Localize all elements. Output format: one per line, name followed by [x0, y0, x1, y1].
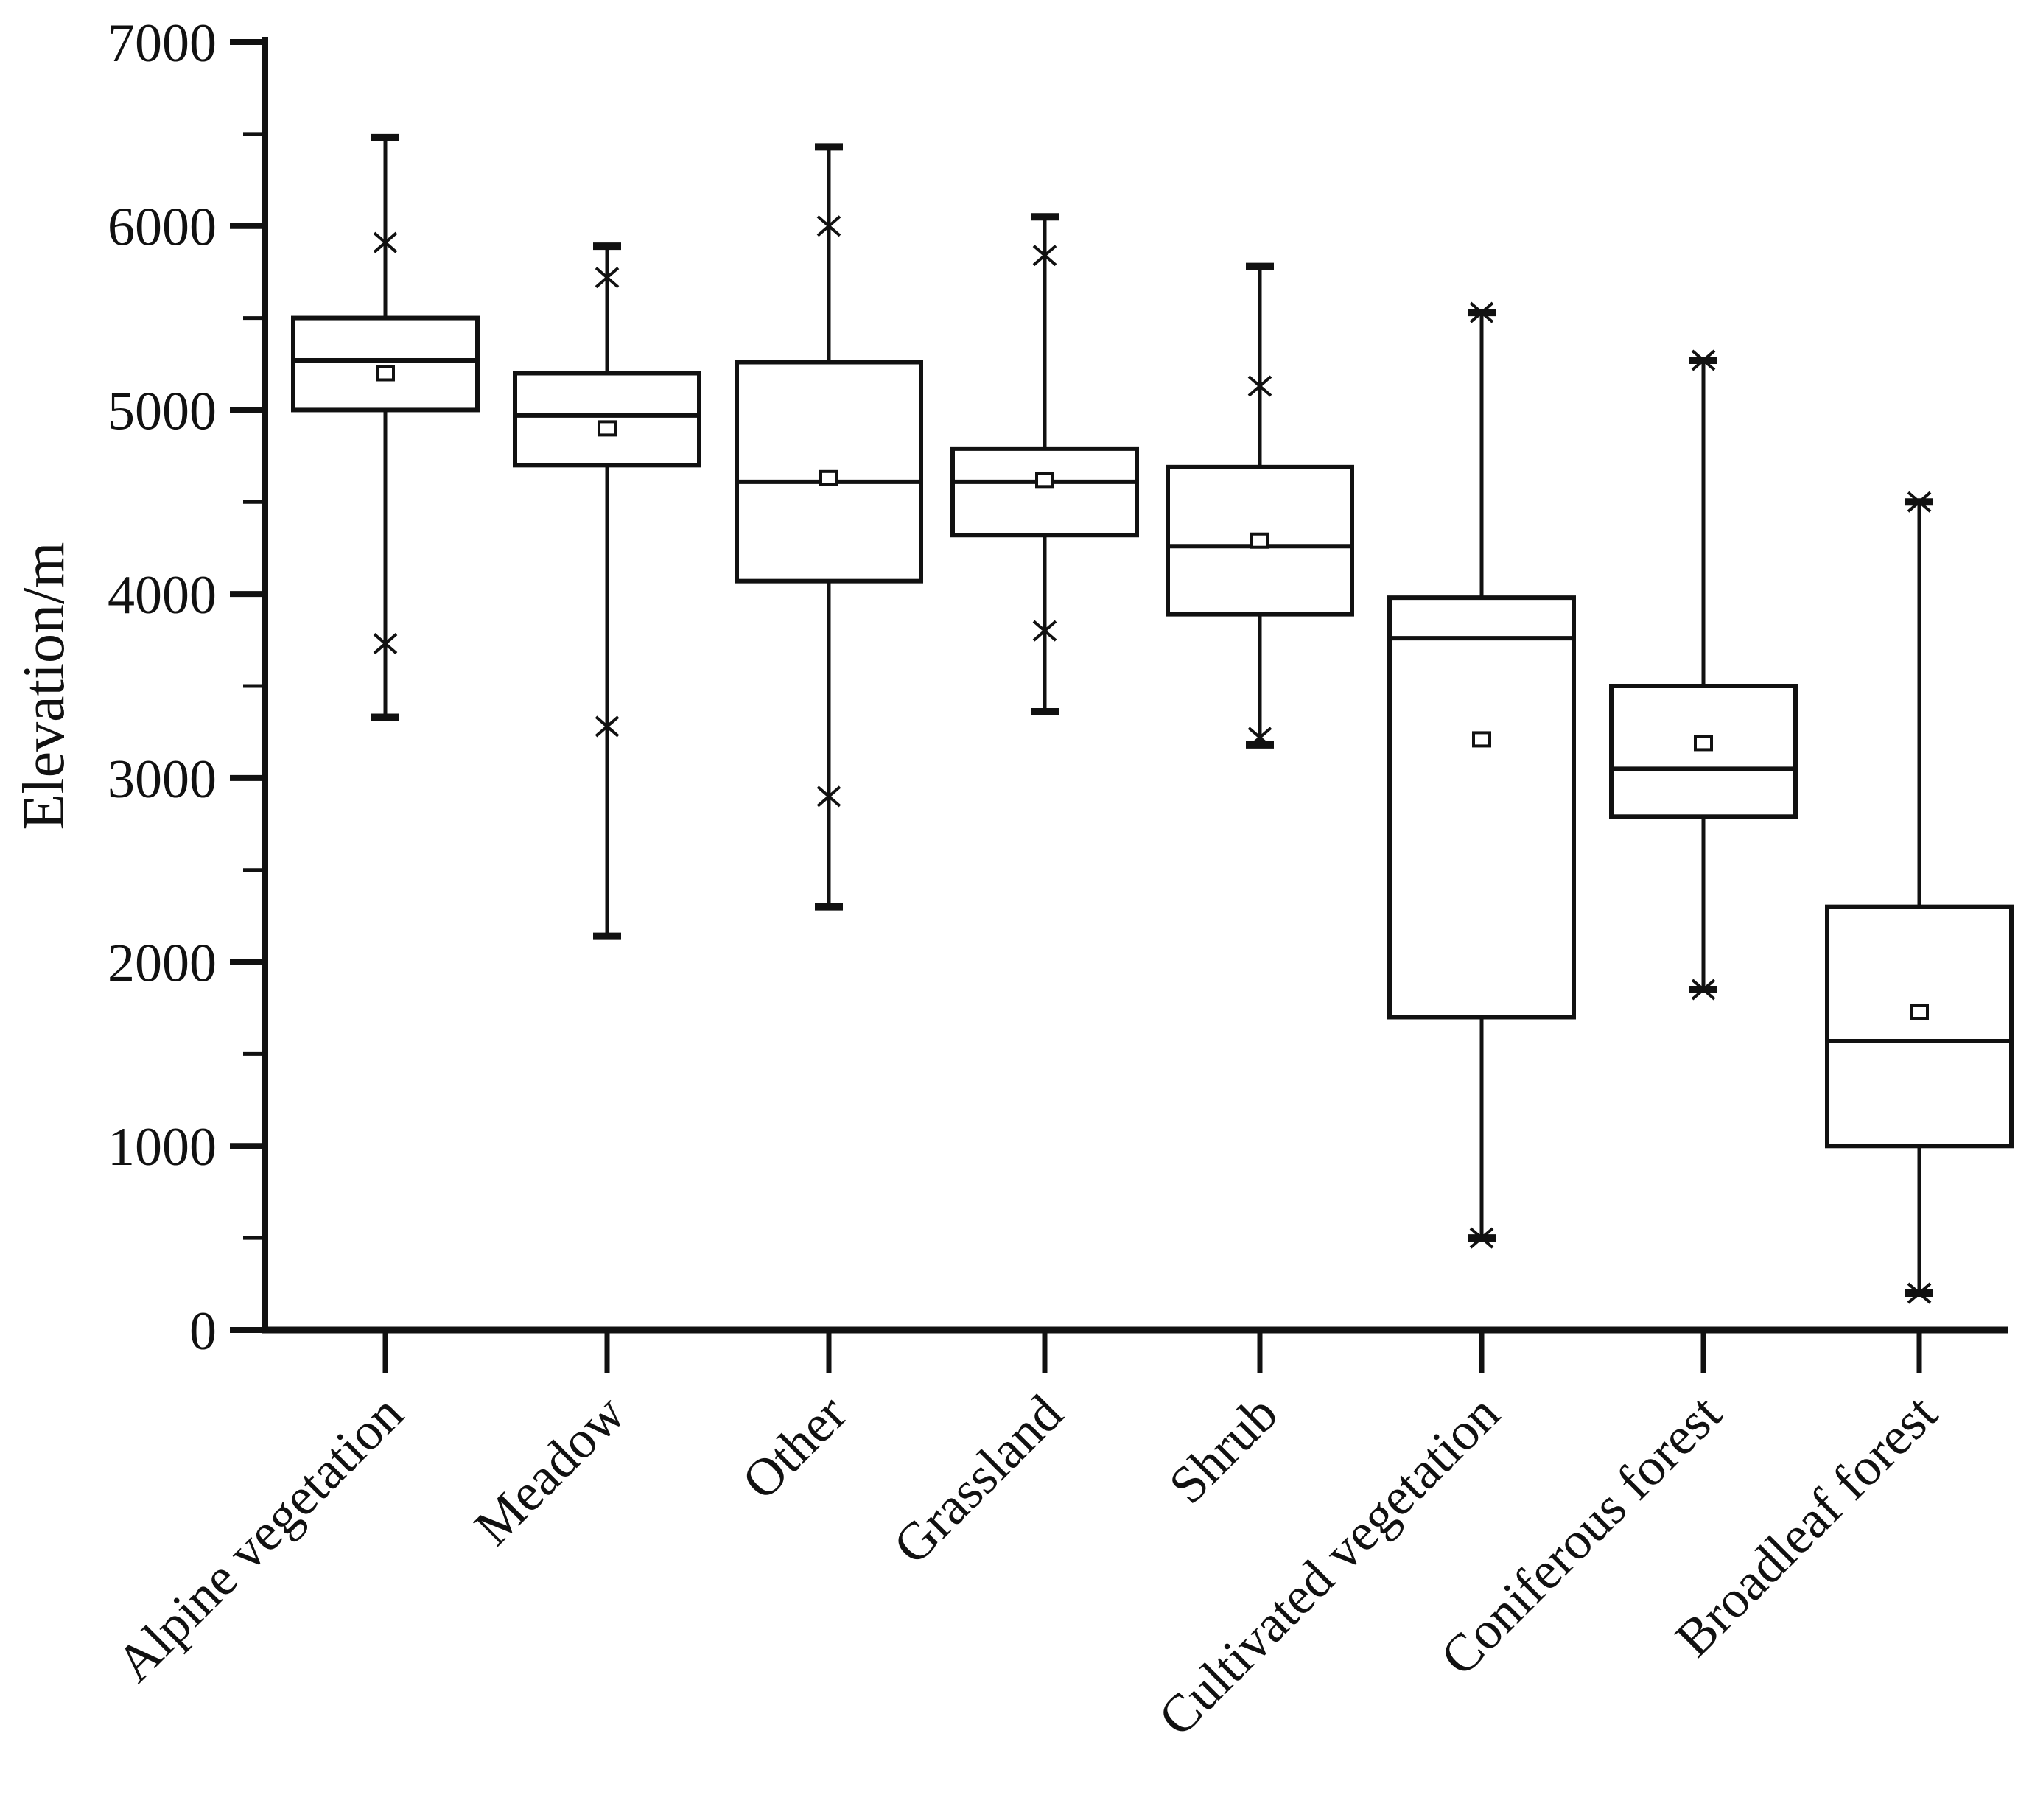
iqr-box	[1609, 684, 1798, 819]
iqr-box	[1387, 595, 1576, 1020]
lower-x-marker	[816, 785, 841, 808]
y-tick-label: 0	[189, 1301, 217, 1362]
y-tick-label: 6000	[108, 197, 217, 258]
mean-marker	[1250, 532, 1269, 549]
mean-marker	[1472, 731, 1491, 748]
lower-x-marker	[1907, 1282, 1932, 1304]
iqr-box	[291, 315, 480, 413]
y-tick-label: 4000	[108, 565, 217, 626]
mean-marker	[598, 420, 617, 437]
box-group-shrub	[1166, 262, 1354, 749]
y-tick-label: 7000	[108, 13, 217, 74]
box-group-coniferous-forest	[1609, 349, 1798, 1001]
upper-x-marker	[1469, 301, 1494, 323]
category-label: Grassland	[882, 1384, 1073, 1575]
mean-marker	[819, 469, 838, 486]
mean-marker	[1694, 735, 1713, 752]
y-tick-label: 3000	[108, 749, 217, 810]
category-label: Other	[731, 1384, 858, 1511]
box-group-broadleaf-forest	[1825, 491, 2014, 1304]
mean-marker	[1910, 1003, 1929, 1020]
axes	[262, 37, 2008, 1334]
lower-x-marker	[1032, 620, 1057, 642]
upper-x-marker	[1691, 349, 1716, 371]
y-tick-label: 1000	[108, 1117, 217, 1177]
category-label: Shrub	[1157, 1384, 1289, 1515]
box-group-cultivated-vegetation	[1387, 301, 1576, 1249]
mean-marker	[1035, 472, 1054, 489]
upper-x-marker	[1907, 491, 1932, 513]
y-axis-ticks: 0 1000 2000 3000 4000 5000 6000 7000	[108, 13, 265, 1362]
upper-x-marker	[1247, 375, 1272, 397]
box-group-meadow	[513, 242, 701, 940]
box-group-alpine-vegetation	[291, 133, 480, 721]
upper-x-marker	[595, 267, 620, 289]
upper-x-marker	[373, 231, 398, 253]
box-group-grassland	[950, 213, 1139, 715]
lower-x-marker	[1247, 727, 1272, 749]
category-label: Meadow	[463, 1384, 637, 1557]
lower-x-marker	[1469, 1227, 1494, 1249]
y-tick-label: 2000	[108, 933, 217, 993]
y-tick-label: 5000	[108, 381, 217, 441]
upper-x-marker	[816, 215, 841, 237]
lower-x-marker	[373, 633, 398, 655]
iqr-box	[513, 371, 701, 468]
upper-x-marker	[1032, 245, 1057, 267]
x-axis-ticks: Alpine vegetation Meadow Other Grassland Shr…	[105, 1330, 1948, 1747]
lower-x-marker	[595, 715, 620, 738]
iqr-box	[950, 446, 1139, 538]
category-label: Alpine vegetation	[105, 1384, 414, 1693]
iqr-box	[1825, 904, 2014, 1149]
box-group-other	[735, 143, 923, 911]
lower-x-marker	[1691, 979, 1716, 1001]
mean-marker	[376, 365, 395, 382]
y-axis-title: Elevation/m	[12, 542, 77, 830]
